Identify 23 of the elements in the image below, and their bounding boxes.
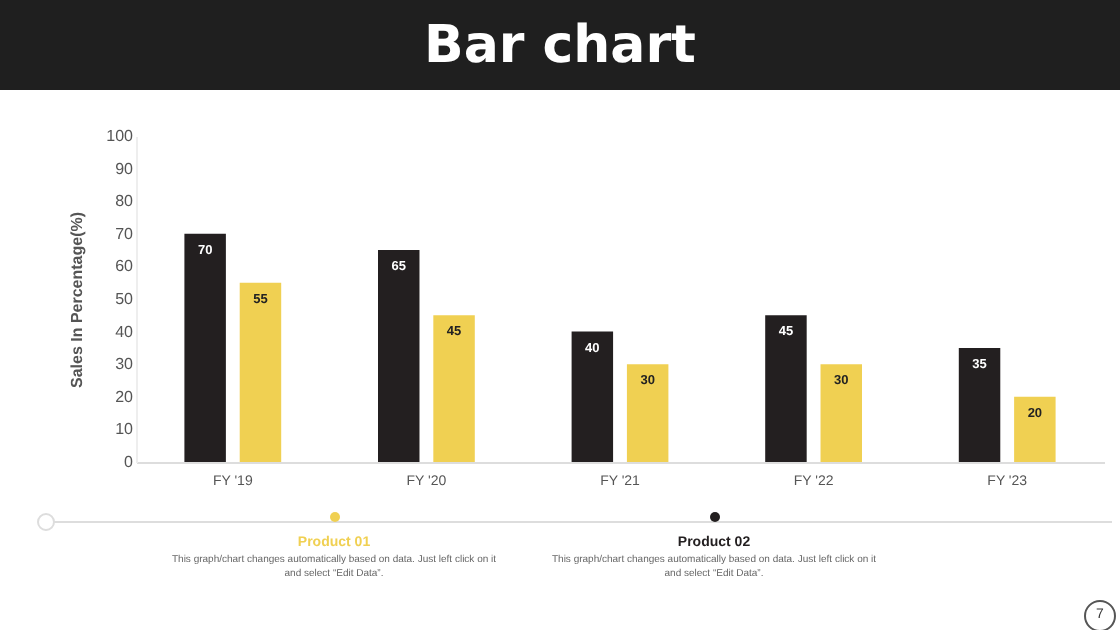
bar — [958, 347, 1001, 462]
y-tick-label: 80 — [115, 192, 135, 211]
y-tick-label: 70 — [115, 224, 135, 243]
bar — [571, 331, 614, 462]
bar — [626, 364, 669, 462]
bar — [1014, 396, 1056, 462]
y-tick-label: 100 — [106, 127, 135, 145]
chart-title: Bar chart — [0, 0, 1120, 90]
y-tick-label: 20 — [115, 387, 135, 406]
bar — [433, 315, 475, 462]
y-tick-label: 50 — [115, 290, 135, 308]
y-tick-label: 40 — [115, 322, 135, 341]
bar — [184, 233, 226, 462]
y-tick-label: 90 — [115, 159, 135, 178]
y-tick-label: 30 — [115, 355, 135, 374]
bar — [378, 250, 420, 462]
y-tick-label: 10 — [115, 420, 135, 439]
y-axis-title: Sales In Percentage(%) — [68, 211, 87, 389]
bar — [765, 315, 807, 462]
bar — [239, 282, 282, 462]
y-tick-label: 0 — [124, 453, 135, 471]
y-tick-label: 60 — [115, 257, 135, 276]
bar — [820, 364, 862, 462]
